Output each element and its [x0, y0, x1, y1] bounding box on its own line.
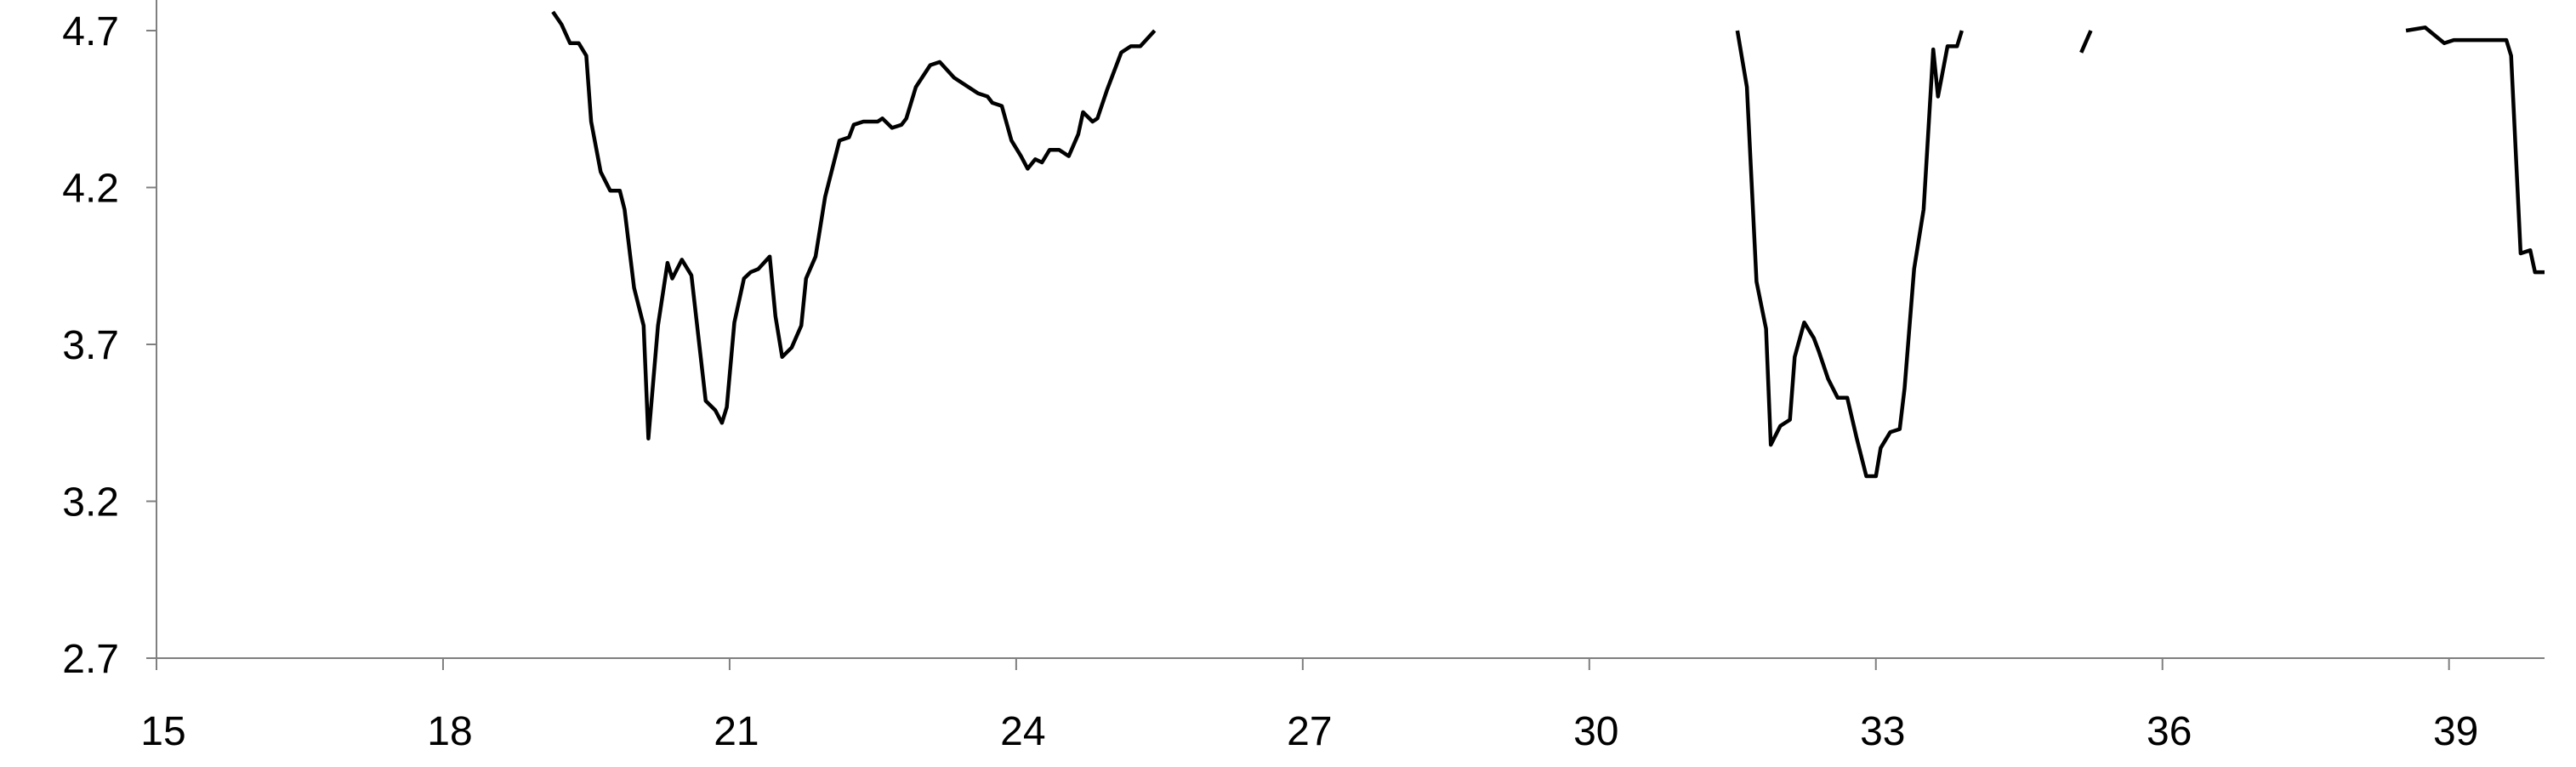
y-tick-label: 3.7 — [62, 323, 119, 368]
y-tick-label: 3.2 — [62, 480, 119, 526]
series-line-segment — [551, 10, 1157, 440]
x-tick-label: 39 — [2433, 709, 2478, 754]
x-tick-label: 36 — [2147, 709, 2192, 754]
y-tick-label: 4.2 — [62, 167, 119, 212]
x-tick-label: 21 — [714, 709, 759, 754]
series-line-segment — [2405, 26, 2545, 275]
series-line-segment — [1735, 30, 1964, 479]
data-series — [551, 10, 2545, 479]
y-axis: 2.7 3.2 3.7 4.2 4.7 — [62, 0, 157, 682]
y-tick-label: 4.7 — [62, 9, 119, 54]
x-tick-label: 18 — [427, 709, 472, 754]
x-tick-label: 33 — [1860, 709, 1905, 754]
x-tick-label: 27 — [1287, 709, 1332, 754]
x-axis: 15 18 21 24 27 30 33 36 39 — [140, 657, 2545, 754]
x-tick-label: 24 — [1000, 709, 1045, 754]
x-tick-label: 30 — [1573, 709, 1618, 754]
y-tick-label: 2.7 — [62, 637, 119, 682]
x-tick-label: 15 — [140, 709, 185, 754]
series-line-segment — [2079, 30, 2093, 54]
